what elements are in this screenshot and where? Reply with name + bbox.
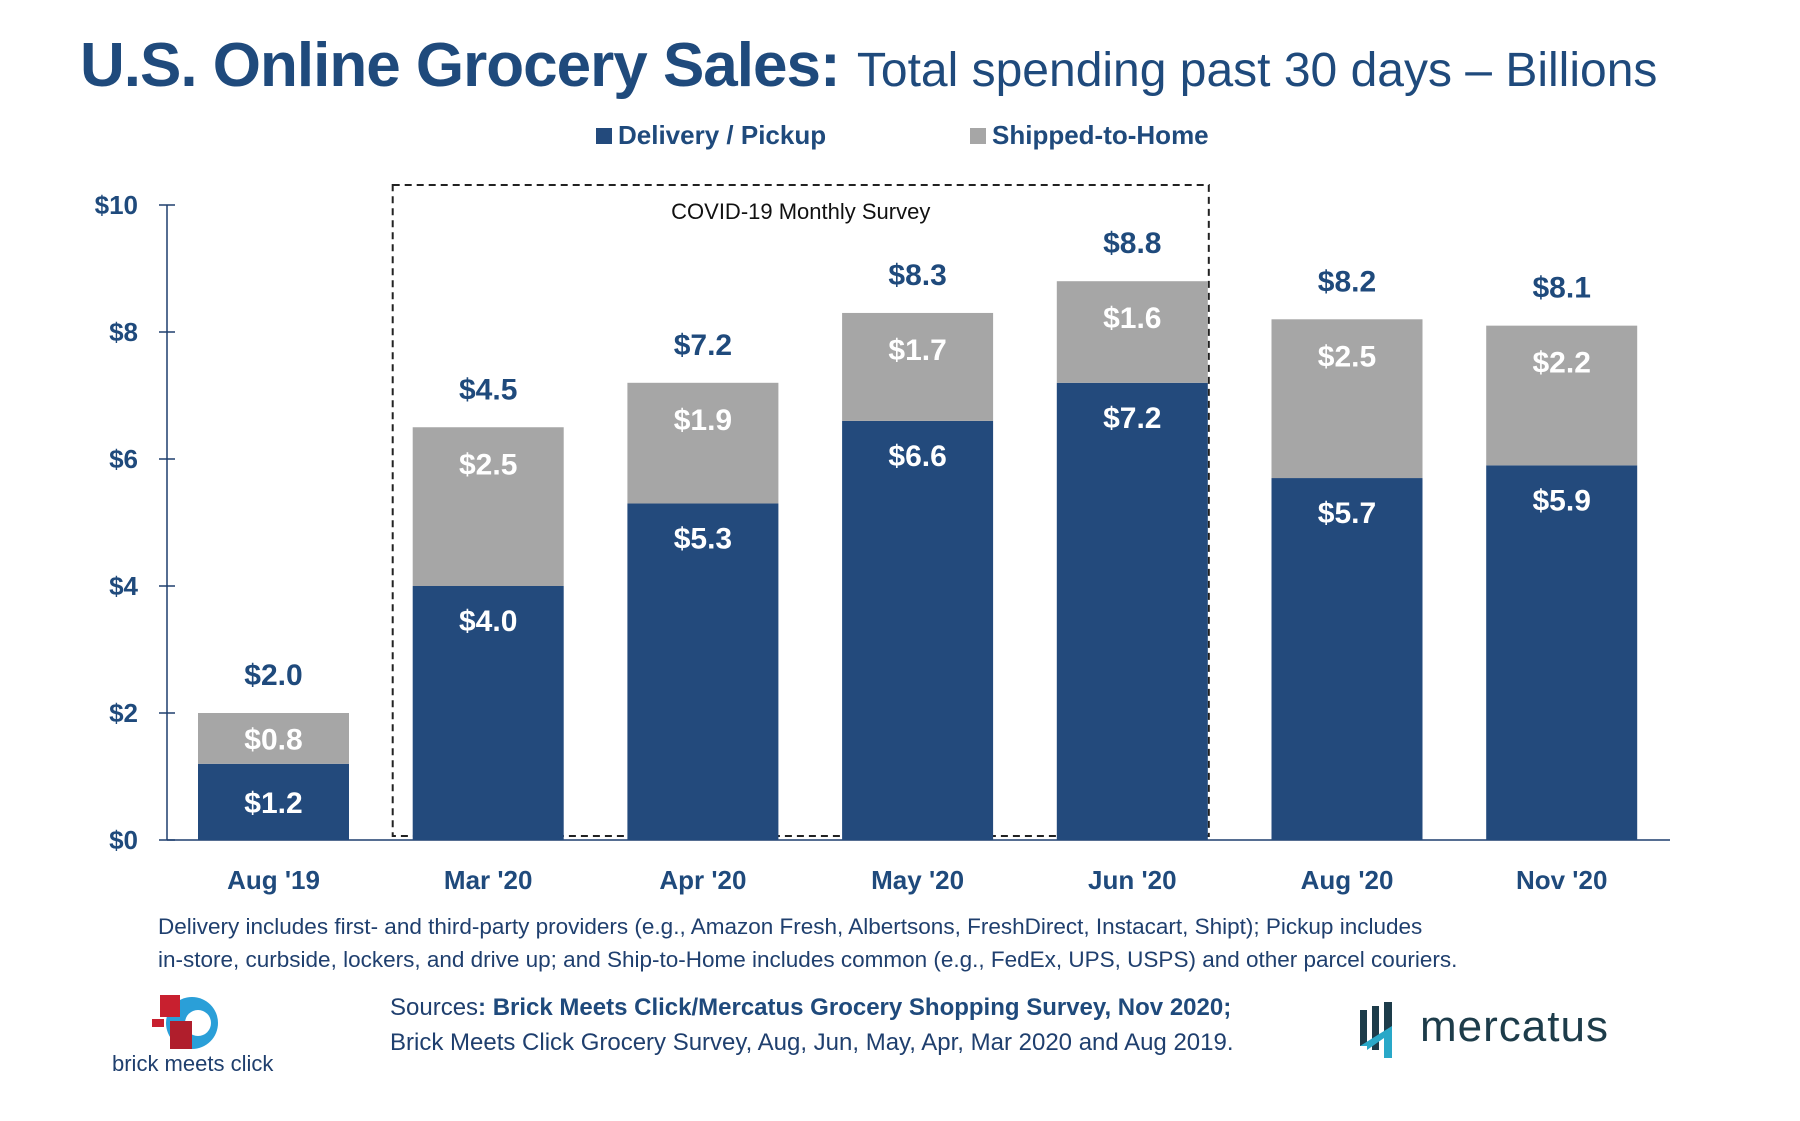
data-label: $1.6 bbox=[1103, 302, 1161, 335]
footnote: Delivery includes first- and third-party… bbox=[158, 910, 1457, 976]
footnote-line: in-store, curbside, lockers, and drive u… bbox=[158, 947, 1458, 972]
x-tick-label: Jun '20 bbox=[1088, 865, 1177, 895]
data-label: $2.5 bbox=[1318, 340, 1376, 373]
bar-shipped bbox=[412, 427, 564, 586]
y-tick-label: $10 bbox=[95, 190, 138, 220]
bar-shipped bbox=[1271, 319, 1423, 479]
data-label: $1.9 bbox=[674, 404, 732, 437]
data-label: $7.2 bbox=[1103, 402, 1161, 435]
title-main: U.S. Online Grocery Sales: bbox=[80, 31, 841, 100]
bar-shipped bbox=[627, 382, 779, 504]
bar-shipped bbox=[1486, 325, 1638, 466]
bar-delivery bbox=[627, 503, 779, 840]
total-label: $7.2 bbox=[674, 329, 732, 362]
x-tick-label: Mar '20 bbox=[444, 865, 533, 895]
data-label: $4.0 bbox=[459, 605, 517, 638]
total-label: $8.8 bbox=[1103, 227, 1161, 260]
y-tick-label: $4 bbox=[109, 571, 138, 601]
legend-label: Delivery / Pickup bbox=[618, 120, 827, 150]
data-label: $6.6 bbox=[888, 440, 946, 473]
data-label: $0.8 bbox=[244, 723, 302, 756]
y-tick-label: $6 bbox=[109, 444, 138, 474]
total-label: $8.2 bbox=[1318, 265, 1376, 298]
x-tick-label: May '20 bbox=[871, 865, 964, 895]
data-label: $2.2 bbox=[1533, 347, 1591, 380]
legend-label: Shipped-to-Home bbox=[992, 120, 1209, 150]
data-label: $1.2 bbox=[244, 787, 302, 820]
y-tick-label: $2 bbox=[109, 698, 138, 728]
total-label: $8.3 bbox=[888, 259, 946, 292]
y-tick-label: $8 bbox=[109, 317, 138, 347]
data-label: $5.3 bbox=[674, 522, 732, 555]
bar-shipped bbox=[1056, 281, 1208, 383]
bar-delivery bbox=[198, 763, 349, 840]
legend-swatch bbox=[970, 127, 986, 144]
total-label: $2.0 bbox=[244, 659, 302, 692]
legend-item-shipped: Shipped-to-Home bbox=[970, 120, 1209, 151]
sources-line2: Brick Meets Click Grocery Survey, Aug, J… bbox=[390, 1029, 1234, 1056]
data-label: $5.9 bbox=[1533, 484, 1591, 517]
sources-main: : Brick Meets Click/Mercatus Grocery Sho… bbox=[478, 994, 1232, 1021]
y-tick-label: $0 bbox=[109, 825, 138, 855]
bar-shipped bbox=[198, 713, 349, 764]
sources: Sources: Brick Meets Click/Mercatus Groc… bbox=[390, 990, 1234, 1060]
x-tick-label: Nov '20 bbox=[1516, 865, 1607, 895]
mercatus-logo: mercatus bbox=[1358, 1002, 1648, 1062]
footnote-line: Delivery includes first- and third-party… bbox=[158, 914, 1423, 939]
data-label: $2.5 bbox=[459, 448, 517, 481]
bar-delivery bbox=[1486, 465, 1638, 840]
total-label: $4.5 bbox=[459, 373, 517, 406]
legend-item-delivery: Delivery / Pickup bbox=[596, 120, 826, 151]
chart-title: U.S. Online Grocery Sales: Total spendin… bbox=[80, 28, 1657, 109]
bar-delivery bbox=[842, 420, 994, 840]
brick-meets-click-logo: brick meets click bbox=[112, 995, 327, 1080]
covid-survey-box bbox=[391, 184, 1210, 837]
title-sub: Total spending past 30 days – Billions bbox=[856, 44, 1658, 97]
total-label: $8.1 bbox=[1533, 272, 1591, 305]
bar-shipped bbox=[842, 312, 994, 421]
x-tick-label: Aug '19 bbox=[227, 865, 320, 895]
data-label: $5.7 bbox=[1318, 497, 1376, 530]
data-label: $1.7 bbox=[888, 334, 946, 367]
bar-delivery bbox=[412, 586, 564, 840]
x-tick-label: Apr '20 bbox=[659, 865, 746, 895]
legend-swatch bbox=[596, 127, 612, 144]
x-tick-label: Aug '20 bbox=[1301, 865, 1394, 895]
annotation-label: COVID-19 Monthly Survey bbox=[671, 199, 930, 224]
logo-text: brick meets click bbox=[112, 1051, 274, 1076]
sources-prefix: Sources bbox=[390, 994, 479, 1021]
logo-text: mercatus bbox=[1420, 1002, 1609, 1051]
bar-delivery bbox=[1056, 382, 1208, 840]
bar-delivery bbox=[1271, 478, 1423, 840]
